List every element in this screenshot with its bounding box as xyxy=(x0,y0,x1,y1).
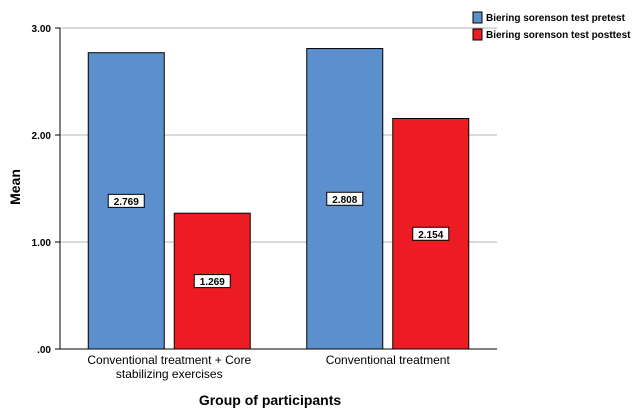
y-tick-label: 1.00 xyxy=(32,238,52,249)
data-label-box xyxy=(107,193,145,208)
bars xyxy=(87,48,470,350)
legend-label: Biering sorenson test posttest xyxy=(486,30,631,41)
x-tick-label-line: Conventional treatment xyxy=(326,353,451,367)
y-tick-label: .00 xyxy=(37,345,51,356)
data-label-box xyxy=(193,274,231,289)
x-tick-label: Conventional treatment xyxy=(326,353,451,367)
legend-label: Biering sorenson test pretest xyxy=(486,13,626,24)
x-tick-label-line: stabilizing exercises xyxy=(116,367,223,381)
y-tick-label: 2.00 xyxy=(32,131,52,142)
y-axis-title: Mean xyxy=(7,169,23,205)
y-tick-label: 3.00 xyxy=(32,24,52,35)
data-label-box xyxy=(326,191,364,206)
x-axis-title: Group of participants xyxy=(199,392,342,408)
legend: Biering sorenson test pretest Biering sor… xyxy=(472,11,631,41)
data-label: 2.769 xyxy=(114,197,139,208)
data-label: 1.269 xyxy=(200,277,225,288)
x-tick-label-line: Conventional treatment + Core xyxy=(87,353,251,367)
data-label: 2.808 xyxy=(332,195,357,206)
x-tick-label: Conventional treatment + Core stabilizing… xyxy=(87,353,251,381)
axes: .00 1.00 2.00 3.00 Conventional treatment + … xyxy=(32,24,497,381)
data-label: 2.154 xyxy=(418,230,443,241)
legend-swatch xyxy=(472,11,483,24)
data-labels: 2.769 1.269 2.808 2.154 xyxy=(107,191,450,289)
data-label-box xyxy=(412,226,450,241)
legend-swatch xyxy=(472,28,483,41)
